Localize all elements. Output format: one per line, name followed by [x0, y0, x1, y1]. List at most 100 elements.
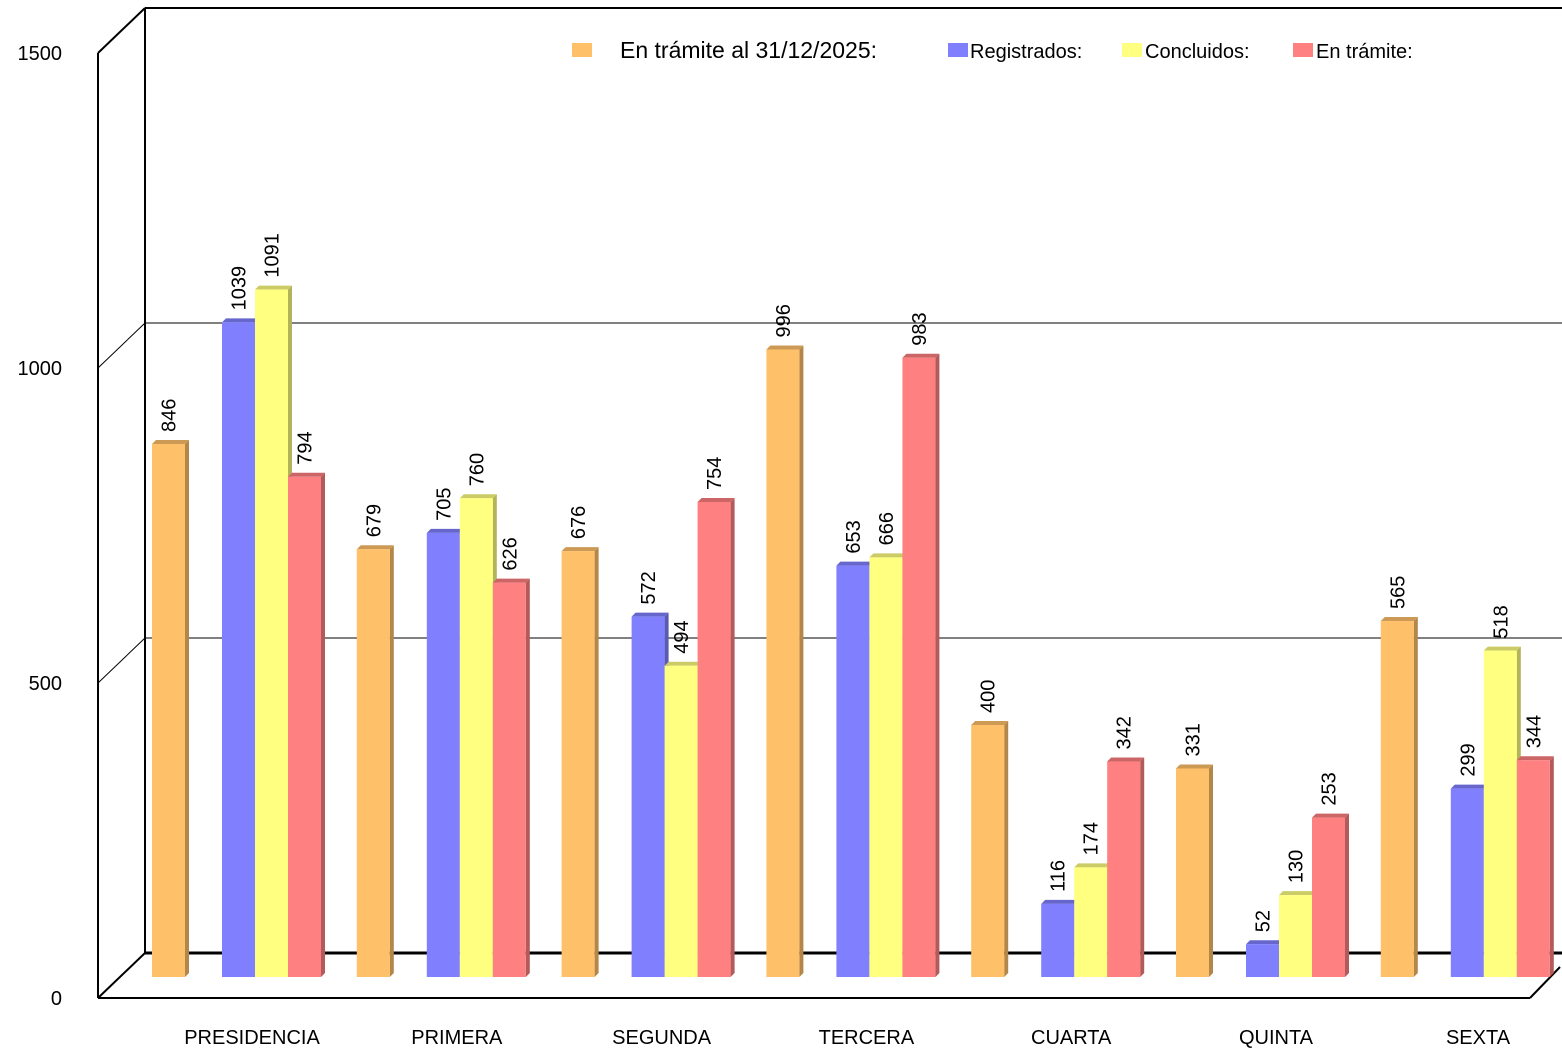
- bar-top: [492, 578, 530, 583]
- bar-face: [152, 444, 185, 977]
- bar-cuarta-en-tr-mite-al-31-12-2025: [971, 721, 1009, 977]
- data-label: 1039: [229, 266, 251, 311]
- bar-sexta-registrados: [1450, 784, 1488, 977]
- data-label: 572: [638, 571, 660, 604]
- gridline-side-1000: [97, 322, 146, 369]
- bar-face: [1516, 760, 1550, 977]
- bar-face: [664, 665, 698, 977]
- x-tick-label: TERCERA: [819, 1027, 915, 1049]
- bar-segunda-concluidos: [664, 661, 702, 977]
- bar-presidencia-en-tr-mite-al-31-12-2025: [152, 440, 189, 977]
- bar-top: [459, 494, 497, 499]
- bar-top: [222, 318, 259, 323]
- bar-face: [426, 532, 460, 977]
- bar-top: [971, 721, 1009, 725]
- data-label: 518: [1490, 605, 1512, 638]
- bar-top: [869, 553, 907, 558]
- bar-sexta-concluidos: [1483, 646, 1521, 977]
- x-tick-label: CUARTA: [1031, 1027, 1112, 1049]
- data-label: 174: [1081, 822, 1103, 855]
- data-label: 846: [159, 399, 181, 432]
- bar-face: [631, 616, 665, 977]
- data-label: 1091: [262, 233, 284, 278]
- data-label: 794: [295, 431, 317, 464]
- bar-cuarta-registrados: [1041, 899, 1079, 977]
- data-label: 342: [1114, 716, 1136, 749]
- bar-face: [255, 289, 288, 977]
- y-tick-label: 1500: [18, 43, 63, 65]
- data-label: 299: [1457, 743, 1479, 776]
- bar-face: [1074, 867, 1108, 977]
- bar-top: [1176, 764, 1213, 769]
- bar-side: [1345, 813, 1349, 977]
- x-tick-label: PRESIDENCIA: [184, 1027, 320, 1049]
- bar-primera-registrados: [426, 528, 464, 977]
- bar-face: [561, 551, 595, 977]
- data-label: 253: [1319, 772, 1341, 805]
- data-label: 679: [363, 504, 385, 537]
- bar-side: [935, 353, 940, 978]
- bar-side: [1549, 756, 1554, 977]
- x-axis: PRESIDENCIA PRIMERA SEGUNDA TERCERA CUARTA QU…: [184, 1027, 1511, 1049]
- legend-label: Registrados:: [970, 41, 1082, 63]
- bar-primera-concluidos: [459, 494, 497, 977]
- data-label: 494: [671, 620, 693, 653]
- legend-item-en-tr-mite-al-31-12-2025: En trámite al 31/12/2025:: [572, 37, 877, 63]
- legend-label: Concluidos:: [1145, 41, 1250, 63]
- bar-top: [1483, 646, 1521, 651]
- legend-item-en-tr-mite: En trámite:: [1293, 41, 1413, 63]
- y-tick-label: 1000: [18, 358, 63, 380]
- bar-presidencia-registrados: [222, 318, 259, 977]
- bar-face: [1176, 768, 1209, 977]
- bar-quinta-concluidos: [1279, 891, 1316, 977]
- bar-tercera-concluidos: [869, 553, 907, 977]
- bar-top: [1246, 940, 1283, 945]
- bar-side: [185, 440, 189, 977]
- data-label: 116: [1048, 860, 1070, 892]
- data-label: 666: [876, 512, 898, 545]
- data-label: 676: [568, 506, 590, 539]
- bar-face: [222, 322, 255, 977]
- bar-top: [902, 353, 940, 358]
- bar-top: [664, 661, 702, 666]
- data-label: 996: [773, 304, 795, 337]
- bar-face: [1450, 788, 1484, 977]
- gridline-side-500: [97, 637, 146, 684]
- bar-top: [356, 545, 394, 550]
- data-label: 983: [909, 312, 931, 345]
- bar-top: [1380, 617, 1418, 622]
- data-label: 344: [1523, 715, 1545, 748]
- bar-side: [799, 345, 804, 977]
- y-tick-label: 0: [51, 988, 62, 1010]
- y-tick-label: 500: [29, 673, 62, 695]
- x-tick-label: PRIMERA: [411, 1027, 503, 1049]
- bar-face: [459, 498, 493, 977]
- data-label: 626: [499, 537, 521, 570]
- bar-top: [1450, 784, 1488, 789]
- bar-top: [631, 612, 669, 617]
- bar-quinta-en-tr-mite: [1312, 813, 1349, 977]
- bar-presidencia-concluidos: [255, 285, 292, 977]
- bar-sexta-en-tr-mite: [1516, 756, 1554, 977]
- bars: [152, 285, 1554, 978]
- legend-swatch: [572, 43, 592, 57]
- bar-side: [730, 497, 735, 977]
- bar-face: [1312, 817, 1345, 977]
- bar-top: [836, 561, 874, 566]
- bar-primera-en-tr-mite: [492, 578, 530, 977]
- bar-side: [321, 472, 325, 977]
- data-label: 52: [1253, 910, 1275, 932]
- legend-swatch: [1293, 43, 1313, 57]
- bar-top: [1516, 756, 1554, 761]
- bar-top: [426, 528, 464, 533]
- bar-face: [836, 565, 870, 977]
- bar-tercera-en-tr-mite: [902, 353, 940, 978]
- bar-face: [1483, 650, 1517, 977]
- bar-side: [1209, 764, 1213, 977]
- bar-tercera-en-tr-mite-al-31-12-2025: [766, 345, 804, 977]
- bar-side: [1004, 721, 1009, 977]
- legend-item-concluidos: Concluidos:: [1122, 41, 1250, 63]
- x-tick-label: SEGUNDA: [612, 1027, 712, 1049]
- data-label: 400: [978, 680, 1000, 713]
- bar-face: [1041, 903, 1075, 977]
